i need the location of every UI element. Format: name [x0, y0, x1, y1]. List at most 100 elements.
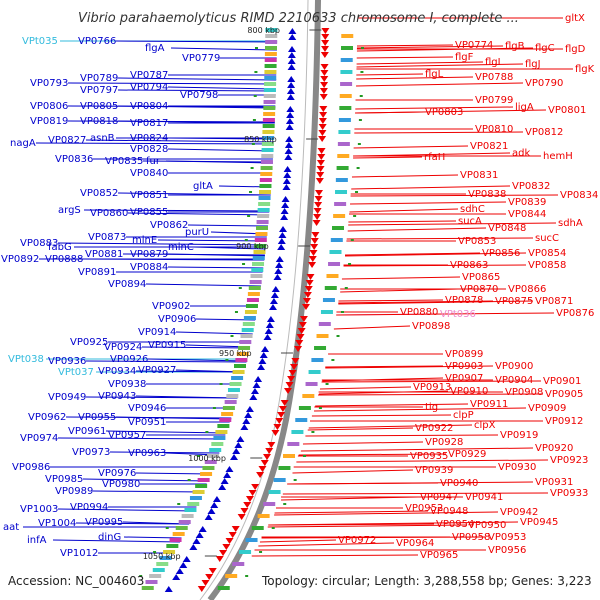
gene-label-right[interactable]: VP0898	[412, 321, 450, 332]
gene-label-left[interactable]: VP0957	[108, 430, 146, 441]
gene-label-right[interactable]: VP0964	[396, 538, 434, 549]
gene-label-right[interactable]: VP0922	[415, 423, 453, 434]
gene-label-right[interactable]: flgF	[455, 52, 474, 63]
gene-label-right[interactable]: VP0848	[488, 223, 526, 234]
gene-label-right[interactable]: flgL	[425, 69, 444, 80]
gene-label-right[interactable]: VP0871	[535, 296, 573, 307]
gene-label-right[interactable]: VP0950	[468, 520, 506, 531]
gene-label-right[interactable]: VP0878	[445, 295, 483, 306]
gene-label-right[interactable]: VP0810	[475, 124, 513, 135]
gene-label-left[interactable]: VP0836	[55, 154, 93, 165]
gene-label-right[interactable]: tig	[425, 402, 438, 413]
gene-label-right[interactable]: VP0880	[400, 307, 438, 318]
gene-label-right[interactable]: VP0905	[545, 389, 583, 400]
gene-label-left[interactable]: VP0980	[102, 479, 140, 490]
gene-label-left[interactable]: VP0879	[130, 249, 168, 260]
gene-label-left[interactable]: VP0835	[105, 156, 143, 167]
gene-label-left[interactable]: VP1003	[20, 504, 58, 515]
gene-label-left[interactable]: VP0819	[30, 116, 68, 127]
gene-label-left[interactable]: infA	[27, 535, 47, 546]
gene-label-right[interactable]: VP0839	[508, 197, 546, 208]
gene-label-right[interactable]: VP0903	[445, 361, 483, 372]
gene-label-left[interactable]: VP0883	[20, 238, 58, 249]
gene-label-right[interactable]: VP0948	[430, 506, 468, 517]
gene-label-left[interactable]: VP0955	[78, 412, 116, 423]
gene-label-left[interactable]: VP0797	[80, 85, 118, 96]
gene-label-left[interactable]: VP0962	[28, 412, 66, 423]
gene-label-right[interactable]: VP0870	[460, 284, 498, 295]
gene-label-left[interactable]: VP0994	[70, 502, 108, 513]
gene-label-left[interactable]: VP0855	[130, 207, 168, 218]
gene-label-right[interactable]: sucC	[535, 233, 559, 244]
gene-label-right[interactable]: VP0929	[448, 449, 486, 460]
gene-label-right[interactable]: VP0866	[508, 284, 546, 295]
gene-label-right[interactable]: VP0838	[468, 189, 506, 200]
gene-label-left[interactable]: VP0985	[45, 474, 83, 485]
gene-label-right[interactable]: VP0954	[436, 519, 474, 530]
gene-label-right[interactable]: VP0832	[512, 181, 550, 192]
gene-label-right[interactable]: VP0834	[560, 190, 598, 201]
gene-label-left[interactable]: VP0892	[1, 254, 39, 265]
gene-label-left[interactable]: VP0951	[128, 417, 166, 428]
gene-label-left[interactable]: VP0914	[138, 327, 176, 338]
gene-label-left[interactable]: VP0924	[104, 342, 142, 353]
gene-label-right[interactable]: ligA	[515, 102, 534, 113]
gene-label-right[interactable]: VP0831	[460, 170, 498, 181]
gene-label-left[interactable]: VP0976	[98, 468, 136, 479]
gene-label-right[interactable]: VP0907	[445, 373, 483, 384]
gene-label-left[interactable]: argS	[58, 205, 81, 216]
gene-label-right[interactable]: VP0935	[410, 451, 448, 462]
gene-label-right[interactable]: VP0941	[465, 492, 503, 503]
gene-label-right[interactable]: VP0919	[500, 430, 538, 441]
gene-label-right[interactable]: VP0790	[525, 78, 563, 89]
gene-label-left[interactable]: VP0827	[48, 135, 86, 146]
gene-label-left[interactable]: VP0862	[150, 220, 188, 231]
gene-label-right[interactable]: clpP	[453, 410, 474, 421]
gene-label-right[interactable]: flgB	[505, 41, 525, 52]
gene-label-left[interactable]: VP0789	[80, 73, 118, 84]
gene-label-left[interactable]: purU	[185, 227, 209, 238]
gene-label-right[interactable]: adk	[512, 148, 530, 159]
gene-label-right[interactable]: VP0958	[452, 532, 490, 543]
gene-label-right[interactable]: rfaH	[424, 152, 445, 163]
gene-label-left[interactable]: fabG	[48, 242, 72, 253]
gene-label-right[interactable]: VP0965	[420, 550, 458, 561]
gene-label-right[interactable]: VP0928	[425, 437, 463, 448]
gene-label-left[interactable]: VP0934	[98, 366, 136, 377]
gene-label-left[interactable]: VP0873	[88, 232, 126, 243]
gene-label-right[interactable]: VP0863	[450, 260, 488, 271]
gene-label-right[interactable]: VP0910	[450, 386, 488, 397]
gene-label-right[interactable]: flgI	[485, 57, 501, 68]
gene-label-left[interactable]: VP0804	[130, 101, 168, 112]
gene-label-right[interactable]: sdhA	[558, 218, 583, 229]
gene-label-left[interactable]: nagA	[10, 138, 36, 149]
gene-label-left[interactable]: asnB	[90, 133, 115, 144]
gene-label-left[interactable]: VP0891	[78, 267, 116, 278]
gene-label-left[interactable]: VP0860	[90, 208, 128, 219]
gene-label-left[interactable]: VP0973	[72, 447, 110, 458]
gene-label-right[interactable]: VP0899	[445, 349, 483, 360]
gene-label-right[interactable]: VP0821	[470, 141, 508, 152]
gene-label-left[interactable]: VP0840	[130, 168, 168, 179]
gene-label-left[interactable]: VP0884	[130, 262, 168, 273]
gene-label-left[interactable]: VP0902	[152, 301, 190, 312]
gene-label-right[interactable]: VP0876	[556, 308, 594, 319]
gene-label-right[interactable]: VP0901	[543, 376, 581, 387]
gene-label-left[interactable]: minC	[168, 242, 194, 253]
gene-label-right[interactable]: VP0912	[545, 416, 583, 427]
gene-label-right[interactable]: VP0911	[470, 399, 508, 410]
gene-label-left[interactable]: VPt037	[58, 367, 94, 378]
gene-label-left[interactable]: VP0927	[138, 365, 176, 376]
gene-label-left[interactable]: VP0938	[108, 379, 146, 390]
gene-label-right[interactable]: VP0844	[508, 209, 546, 220]
gene-label-right[interactable]: clpX	[474, 420, 496, 431]
gene-label-right[interactable]: VP0933	[550, 488, 588, 499]
gene-label-left[interactable]: VP0936	[48, 356, 86, 367]
gene-label-right[interactable]: VP0947	[420, 492, 458, 503]
gene-label-right[interactable]: VP0854	[528, 248, 566, 259]
gene-label-left[interactable]: VP0926	[110, 354, 148, 365]
gene-label-right[interactable]: VP0930	[498, 462, 536, 473]
gene-label-left[interactable]: VP0798	[180, 90, 218, 101]
gene-label-left[interactable]: VP0828	[130, 144, 168, 155]
gene-label-right[interactable]: flgK	[575, 64, 595, 75]
